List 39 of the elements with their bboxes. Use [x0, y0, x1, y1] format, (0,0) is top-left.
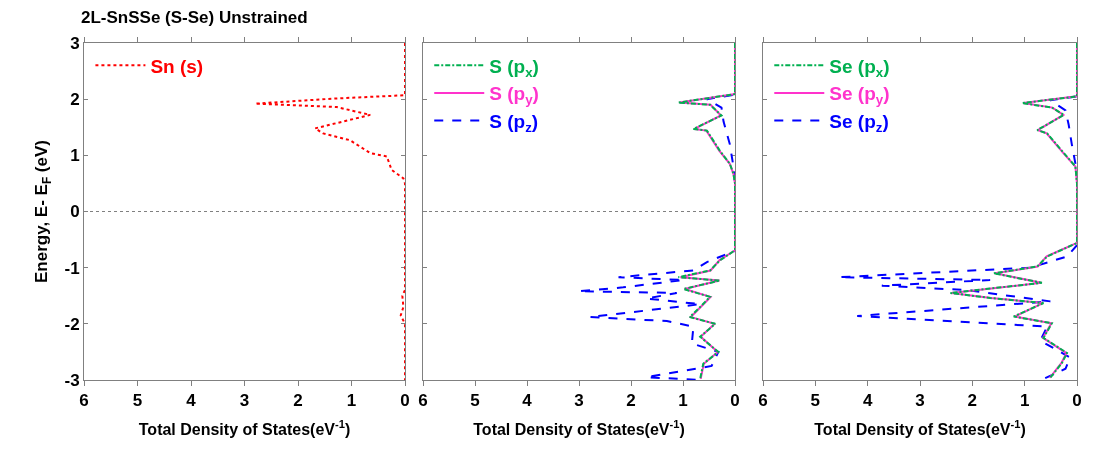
- x-tick-label: 4: [522, 391, 533, 411]
- x-axis-title: Total Density of States(eV$^{-1}$): [138, 418, 351, 439]
- x-tick-label: 5: [470, 391, 480, 411]
- y-tick-label: 1: [70, 146, 80, 166]
- x-tick-label: 1: [346, 391, 357, 411]
- x-tick-label: 4: [186, 391, 197, 411]
- x-tick-label: 3: [915, 391, 925, 411]
- y-tick-label: 2: [70, 90, 80, 110]
- legend-label: S (p$_{z}$): [489, 111, 539, 136]
- y-tick-label: -1: [64, 258, 80, 278]
- x-axis-title: Total Density of States(eV$^{-1}$): [814, 418, 1026, 439]
- x-tick-label: 1: [1019, 391, 1030, 411]
- x-tick-label: 6: [79, 391, 89, 411]
- x-tick-label: 3: [574, 391, 584, 411]
- x-tick-label: 0: [1072, 391, 1082, 411]
- x-tick-label: 3: [239, 391, 250, 411]
- legend-label: S (p$_{y}$): [489, 83, 539, 108]
- x-tick-label: 6: [758, 391, 768, 411]
- x-tick-label: 2: [967, 391, 978, 411]
- y-tick-label: -3: [64, 370, 80, 390]
- y-tick-label: 0: [70, 202, 80, 222]
- x-tick-label: 2: [293, 391, 303, 411]
- x-tick-label: 2: [626, 391, 636, 411]
- chart-title: 2L-SnSSe (S-Se) Unstrained: [81, 8, 308, 27]
- legend-label: Sn (s): [150, 55, 204, 77]
- legend-label: Se (p$_{y}$): [829, 83, 890, 108]
- legend-label: Se (p$_{x}$): [829, 55, 890, 80]
- x-tick-label: 0: [400, 391, 410, 411]
- legend-label: Se (p$_{z}$): [829, 111, 889, 136]
- legend-label: S (p$_{x}$): [489, 55, 539, 80]
- x-tick-label: 4: [862, 391, 873, 411]
- x-tick-label: 6: [418, 391, 428, 411]
- y-tick-label: 3: [70, 33, 80, 53]
- x-tick-label: 0: [730, 391, 740, 411]
- x-tick-label: 1: [678, 391, 688, 411]
- x-tick-label: 5: [810, 391, 821, 411]
- x-axis-title: Total Density of States(eV$^{-1}$): [473, 418, 685, 439]
- x-tick-label: 5: [132, 391, 143, 411]
- y-tick-label: -2: [64, 314, 80, 334]
